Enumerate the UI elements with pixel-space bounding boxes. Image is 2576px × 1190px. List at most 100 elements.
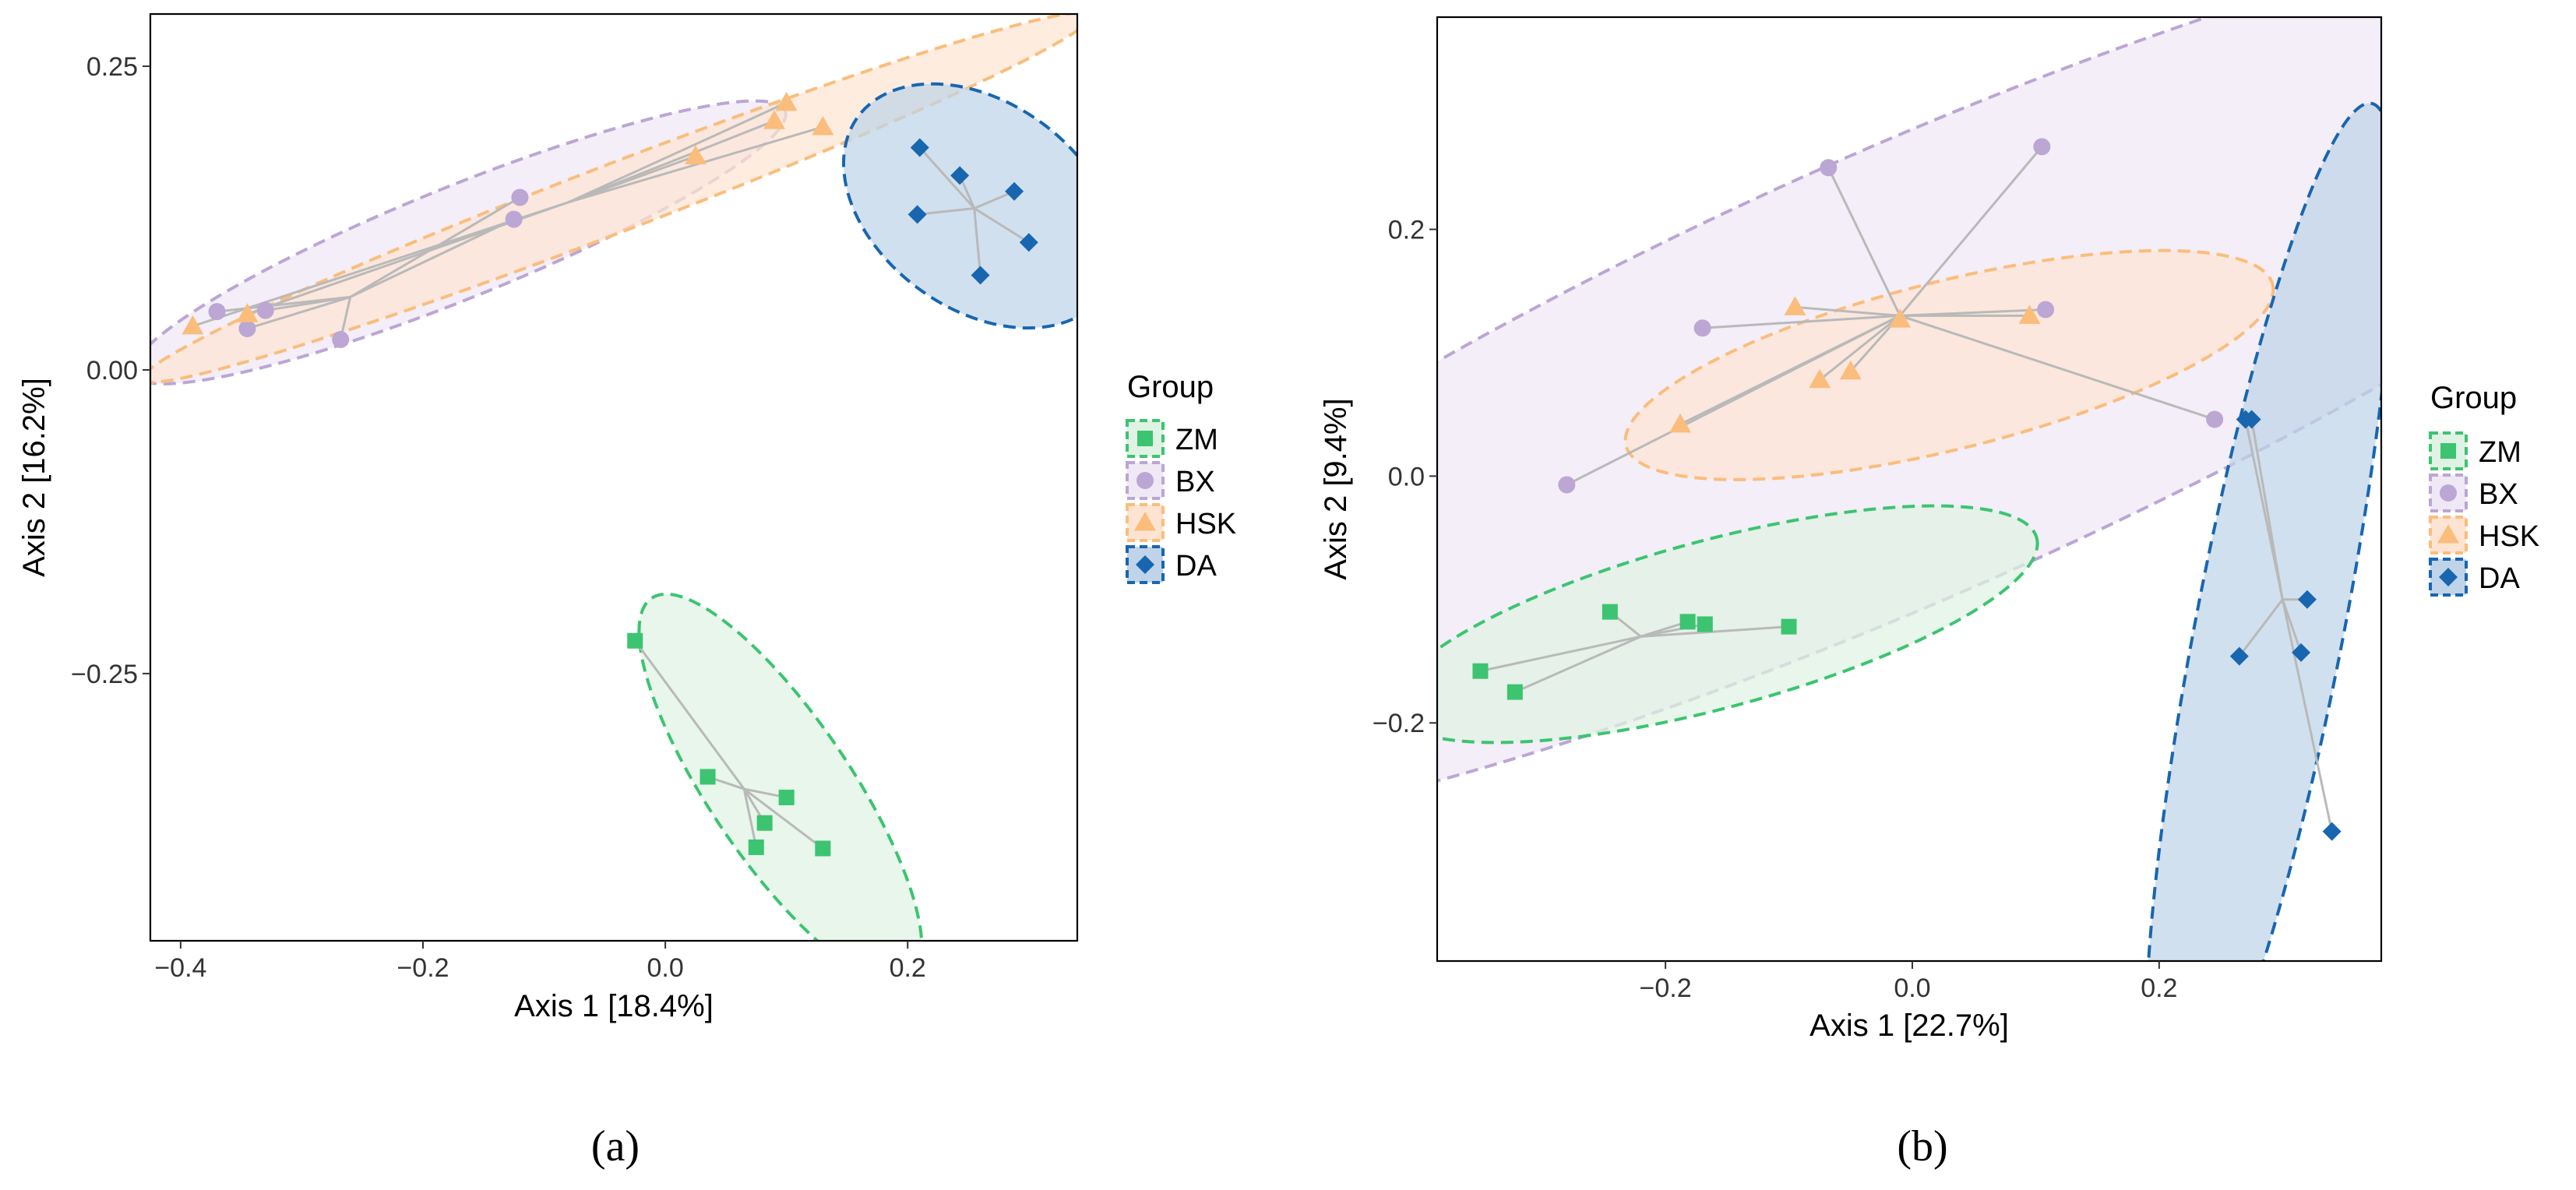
spoke-zm-5 [1514, 635, 1642, 693]
spoke-da-3 [2238, 598, 2284, 657]
spoke-bx-2 [1702, 314, 1901, 329]
spoke-da-5 [2281, 599, 2334, 832]
point-zm-0 [1602, 604, 1618, 620]
point-bx-2 [1693, 319, 1711, 337]
point-da-3 [907, 205, 927, 224]
legend-marker-hsk [1134, 512, 1156, 531]
point-hsk-2 [812, 116, 834, 136]
y-tick-label-0: 0.2 [1388, 216, 1425, 245]
point-bx-5 [332, 330, 350, 348]
legend-marker-da [1136, 555, 1154, 574]
legend-label-da: DA [2479, 562, 2520, 595]
point-bx-1 [2033, 138, 2051, 156]
y-ticks-a: 0.25 0.00 −0.25 [71, 52, 150, 689]
spoke-hsk-0 [1795, 305, 1901, 317]
legend-label-bx: BX [2479, 478, 2518, 511]
caption-b: (b) [1897, 1122, 1947, 1171]
point-zm-2 [1697, 616, 1713, 632]
point-zm-3 [1781, 618, 1797, 635]
spoke-bx-0 [1827, 167, 1901, 317]
point-da-4 [2292, 643, 2311, 662]
point-da-5 [971, 266, 990, 285]
legend-label-zm: ZM [2479, 436, 2521, 469]
point-zm-4 [748, 839, 764, 855]
legend-marker-bx [1136, 472, 1154, 489]
point-zm-2 [778, 789, 795, 805]
y-axis-label-b: Axis 2 [9.4%] [1319, 398, 1353, 579]
legend-key-hsk [1126, 503, 1165, 542]
legend-label-zm: ZM [1175, 424, 1218, 456]
point-bx-5 [1558, 476, 1576, 494]
x-ticks-a: −0.4 −0.2 0.0 0.2 [154, 941, 926, 983]
point-da-4 [1019, 233, 1038, 252]
spoke-bx-1 [350, 218, 515, 298]
spoke-zm-4 [742, 788, 758, 848]
point-bx-3 [2037, 301, 2055, 319]
spoke-hsk-4 [1819, 315, 1901, 381]
x-tick-label-2: 0.0 [647, 953, 683, 983]
legend-key-hsk [2429, 516, 2468, 555]
spoke-bx-3 [265, 295, 351, 312]
point-da-5 [2322, 822, 2342, 841]
point-zm-1 [1679, 614, 1696, 630]
y-tick-label-1: 0.0 [1388, 462, 1425, 491]
spokes-b [1480, 146, 2334, 832]
spoke-hsk-5 [1679, 315, 1901, 426]
point-hsk-5 [1669, 413, 1692, 433]
point-hsk-2 [2018, 305, 2041, 324]
point-hsk-1 [763, 110, 786, 129]
spoke-bx-4 [1899, 314, 2215, 421]
x-tick-label-3: 0.2 [890, 953, 926, 983]
legend-title-a: Group [1127, 370, 1214, 404]
point-da-1 [2242, 410, 2261, 429]
ellipse-da [2144, 101, 2381, 961]
point-bx-4 [238, 319, 256, 337]
x-axis-label-b: Axis 1 [22.7%] [1810, 1009, 2009, 1043]
point-zm-3 [756, 815, 773, 831]
x-tick-label-0: −0.2 [1640, 973, 1692, 1003]
legend-marker-bx [2440, 484, 2457, 502]
point-hsk-5 [236, 303, 259, 322]
spoke-da-1 [2250, 419, 2284, 600]
ellipses-b [1437, 17, 2381, 961]
x-ticks-b: −0.2 0.0 0.2 [1640, 961, 2177, 1003]
point-bx-4 [2206, 410, 2224, 428]
y-tick-label-2: −0.2 [1373, 709, 1425, 738]
point-hsk-0 [775, 91, 798, 111]
point-da-1 [950, 166, 970, 185]
spoke-da-0 [918, 146, 975, 209]
ellipse-zm [637, 592, 924, 941]
point-hsk-1 [1889, 308, 1912, 328]
spoke-zm-0 [634, 639, 745, 790]
ellipse-hsk [1623, 248, 2275, 481]
point-zm-4 [1472, 663, 1489, 679]
points-b [1472, 138, 2342, 841]
legend-marker-da [2439, 568, 2458, 586]
spoke-da-4 [973, 207, 1030, 244]
spoke-hsk-0 [568, 101, 788, 204]
x-tick-label-1: 0.0 [1894, 973, 1930, 1003]
legend-label-bx: BX [1175, 466, 1215, 498]
spoke-hsk-2 [568, 125, 823, 204]
point-zm-5 [815, 840, 831, 857]
spoke-zm-4 [1480, 635, 1641, 673]
spoke-da-5 [973, 208, 982, 276]
point-da-3 [2229, 646, 2249, 666]
point-bx-3 [256, 301, 274, 319]
point-hsk-4 [1809, 368, 1831, 389]
spoke-da-4 [2281, 599, 2303, 653]
panel-b: −0.2 0.0 0.2 0.2 0.0 −0.2 Axis 1 [22.7%] Axi… [1319, 16, 2539, 1171]
point-zm-0 [627, 632, 643, 649]
spoke-bx-1 [1898, 146, 2043, 317]
x-tick-label-0: −0.4 [154, 953, 206, 983]
point-da-2 [2297, 590, 2317, 609]
legend-marker-zm [1137, 431, 1153, 446]
x-tick-label-1: −0.2 [396, 953, 449, 983]
legend-a: Group ZM BX HSK DA [1126, 370, 1236, 584]
y-tick-label-2: −0.25 [71, 660, 138, 689]
point-bx-2 [208, 303, 226, 321]
point-da-2 [1005, 181, 1024, 201]
point-bx-0 [1820, 159, 1838, 177]
panel-a: −0.4 −0.2 0.0 0.2 0.25 0.00 −0.25 Axis 1 [18.… [17, 12, 1236, 1171]
